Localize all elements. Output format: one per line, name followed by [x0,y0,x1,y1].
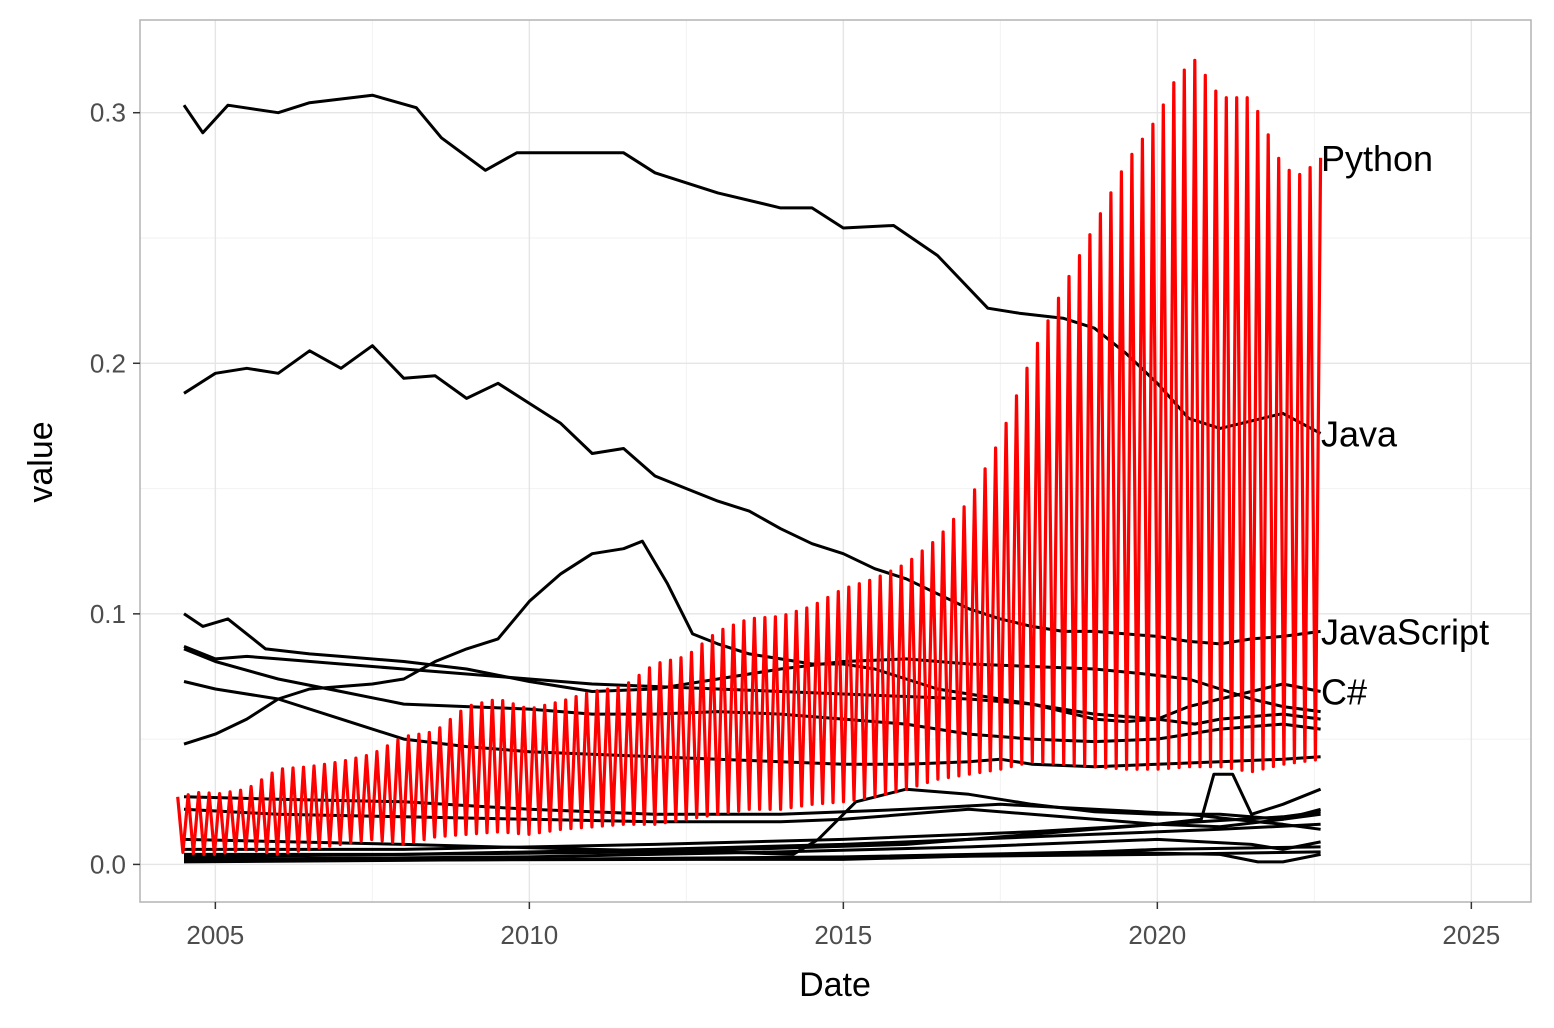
plot-panel-border [139,19,1532,903]
x-tick-label: 2005 [186,920,244,950]
series-line-1 [182,93,1322,435]
end-label-python: Python [1321,138,1433,179]
series-line-17 [183,850,1321,863]
y-tick-label: 0.3 [90,98,126,128]
y-axis-title: value [22,421,60,502]
x-axis-title: Date [799,966,871,1004]
end-label-java: Java [1321,413,1398,454]
x-tick-label: 2010 [500,920,558,950]
y-axis: 0.0 0.1 0.2 0.3 [90,98,140,879]
end-label-c: C# [1321,672,1367,713]
highlight-zigzag-line [176,58,1323,856]
series-line-13 [183,822,1321,859]
series-line-4 [183,612,1321,714]
y-tick-label: 0.0 [90,849,126,879]
y-tick-label: 0.1 [90,599,126,629]
y-tick-label: 0.2 [90,348,126,378]
end-label-javascript: JavaScript [1321,611,1489,652]
python-highlight-band [176,58,1323,856]
end-labels: Python Java JavaScript C# [1321,138,1489,713]
x-tick-label: 2025 [1442,920,1500,950]
series-line-5 [183,645,1321,726]
x-tick-label: 2020 [1128,920,1186,950]
x-tick-label: 2015 [814,920,872,950]
x-axis: 2005 2010 2015 2020 2025 [186,902,1500,950]
series-line-12 [184,810,1321,851]
